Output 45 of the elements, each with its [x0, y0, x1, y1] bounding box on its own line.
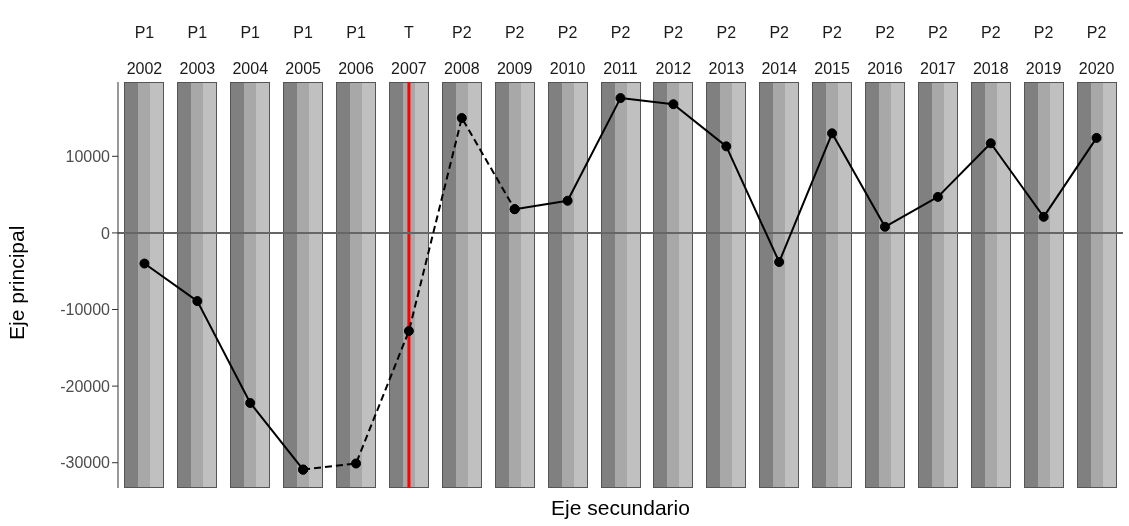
x-tick-label: 2014: [761, 60, 798, 77]
y-tick-label: 0: [101, 224, 111, 242]
text: P2: [928, 24, 948, 41]
y-tick-label: -10000: [60, 301, 111, 319]
y-axis-title: Eje principal: [5, 225, 29, 340]
text: T: [404, 24, 415, 41]
text: P1: [240, 24, 261, 41]
text: P1: [134, 24, 155, 41]
x-tick-label: 2008: [444, 60, 480, 77]
x-tick-label: 2011: [603, 60, 638, 77]
text: P2: [980, 24, 1001, 41]
x-tick-label: 2018: [972, 60, 1009, 77]
text: P2: [769, 24, 790, 41]
x-tick-label: 2020: [1078, 60, 1115, 77]
text: P2: [822, 24, 842, 41]
text: P2: [1033, 24, 1054, 41]
text: P2: [716, 24, 737, 41]
text: P1: [187, 24, 208, 41]
x-tick-label: 2015: [814, 60, 850, 77]
y-tick-label: -20000: [60, 377, 111, 395]
text: P1: [293, 24, 314, 41]
x-tick-label: 2002: [126, 60, 163, 77]
text: P2: [504, 24, 525, 41]
y-tick-label: 10000: [65, 147, 111, 165]
x-tick-label: 2005: [285, 60, 322, 77]
text: P2: [452, 24, 472, 41]
x-tick-label: 2010: [549, 60, 586, 77]
x-tick-label: 2004: [232, 60, 269, 77]
x-tick-label: 2019: [1025, 60, 1062, 77]
x-tick-label: 2013: [708, 60, 745, 77]
x-tick-label: 2012: [655, 60, 692, 77]
text: P2: [610, 24, 631, 41]
x-tick-label: 2017: [920, 60, 956, 77]
x-axis-title: Eje secundario: [550, 496, 691, 520]
text: P2: [663, 24, 684, 41]
x-tick-label: 2016: [867, 60, 903, 77]
text: P2: [1086, 24, 1107, 41]
y-tick-label: -30000: [60, 454, 111, 472]
x-tick-label: 2007: [391, 60, 427, 77]
x-tick-label: 2006: [338, 60, 374, 77]
text: P2: [557, 24, 578, 41]
text: P1: [346, 24, 366, 41]
text: P2: [875, 24, 895, 41]
x-tick-label: 2009: [496, 60, 533, 77]
x-tick-label: 2003: [179, 60, 216, 77]
